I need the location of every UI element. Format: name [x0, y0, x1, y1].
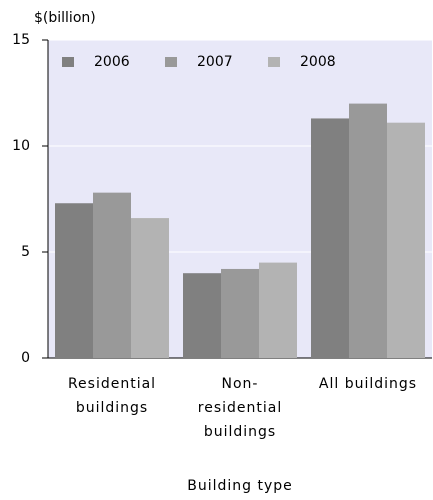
legend-label: 2008	[300, 54, 336, 70]
bar	[55, 203, 93, 358]
y-tick-label: 10	[12, 138, 30, 154]
legend-swatch	[165, 57, 177, 67]
bar	[183, 273, 221, 358]
bar	[93, 192, 131, 358]
x-tick-label: Non-residential buildings	[197, 376, 283, 440]
bar	[349, 103, 387, 358]
x-tick-label: All buildings	[318, 376, 418, 392]
x-tick-label: Residential buildings	[67, 376, 157, 416]
legend-swatch	[62, 57, 74, 67]
bar	[311, 118, 349, 358]
legend-label: 2007	[197, 54, 233, 70]
bar	[221, 268, 259, 358]
bar	[387, 122, 425, 359]
legend-label: 2006	[94, 54, 130, 70]
bar	[259, 262, 297, 358]
y-tick-label: 5	[21, 244, 30, 260]
x-axis-title: Building type	[187, 478, 293, 494]
y-axis-title: $(billion)	[34, 10, 96, 26]
y-tick-label: 0	[21, 350, 30, 366]
y-tick-label: 15	[12, 32, 30, 48]
legend-swatch	[268, 57, 280, 67]
bar	[131, 218, 169, 358]
